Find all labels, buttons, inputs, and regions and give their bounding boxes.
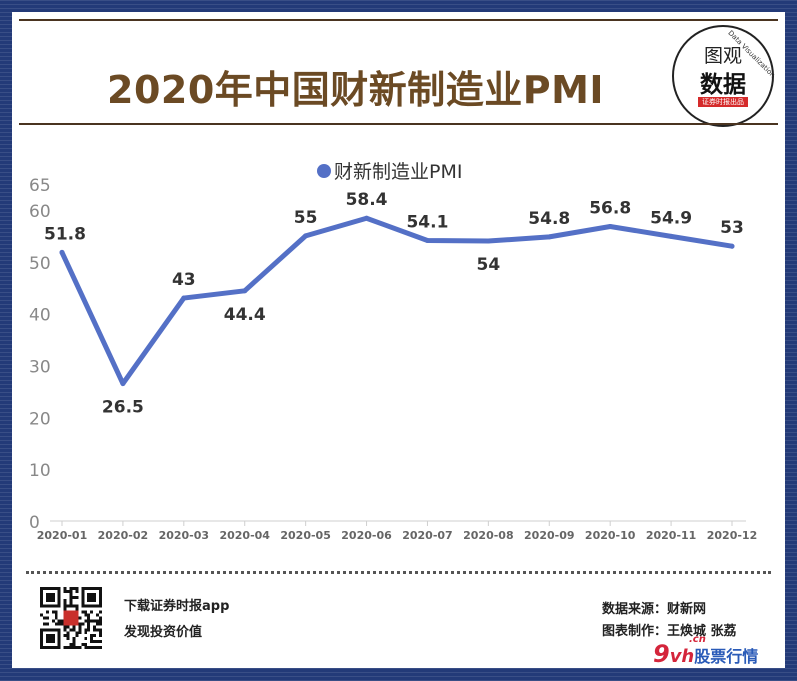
series-layer: 51.8 26.5 43 44.4 55 58.4 54.1 54 54.8 56.8 54.9 53: [44, 190, 744, 417]
logo-number: 9: [653, 640, 670, 668]
app-slogan-text: 发现投资价值: [124, 625, 203, 640]
chart-author: 图表制作：王焕城 张荔: [602, 624, 737, 639]
x-tick-label: 2020-09: [524, 529, 575, 542]
x-tick-label: 2020-10: [585, 529, 636, 542]
x-tick-label: 2020-07: [402, 529, 453, 542]
data-point: [364, 215, 370, 221]
y-tick-label: 50: [29, 254, 51, 274]
badge-line1: 图观: [703, 45, 742, 67]
data-point: [607, 224, 613, 230]
data-point: [546, 234, 552, 240]
data-label: 55: [294, 208, 318, 228]
y-tick-label: 10: [29, 461, 51, 481]
data-label: 51.8: [44, 224, 86, 244]
data-label: 53: [720, 218, 744, 238]
logo-text: 股票行情: [694, 647, 759, 666]
y-axis: 0 10 20 30 40 50 60 65: [29, 176, 51, 533]
data-label: 58.4: [346, 190, 388, 210]
chart-card: 2020年中国财新制造业PMI 图观 数据 证券时报出品 Data Visual…: [12, 12, 785, 668]
x-tick-label: 2020-12: [707, 529, 758, 542]
data-label: 26.5: [102, 398, 144, 418]
y-tick-label: 60: [29, 202, 51, 222]
data-point: [59, 249, 65, 255]
y-tick-label: 0: [29, 513, 40, 533]
y-tick-label: 65: [29, 176, 51, 196]
x-tick-label: 2020-01: [37, 529, 88, 542]
data-label: 54.1: [406, 213, 448, 233]
data-label: 54.9: [650, 208, 692, 228]
footer-divider: [26, 571, 771, 574]
badge-tag: 证券时报出品: [698, 97, 748, 107]
data-point: [242, 288, 248, 294]
y-tick-label: 30: [29, 357, 51, 377]
top-rule: [19, 19, 778, 21]
site-logo[interactable]: 9vh .cn 股票行情: [653, 634, 759, 668]
series-line: [59, 215, 735, 387]
data-point: [668, 233, 674, 239]
x-tick-label: 2020-05: [280, 529, 331, 542]
legend-marker: [317, 164, 331, 178]
x-axis: 2020-01 2020-02 2020-03 2020-04 2020-05 2020-…: [37, 520, 758, 542]
y-tick-label: 40: [29, 306, 51, 326]
data-label: 54: [477, 255, 501, 275]
data-label: 54.8: [528, 209, 570, 229]
legend-label: 财新制造业PMI: [334, 161, 462, 183]
data-label: 44.4: [224, 305, 266, 325]
x-tick-label: 2020-03: [159, 529, 210, 542]
data-label: 56.8: [589, 199, 631, 219]
y-tick-label: 20: [29, 409, 51, 429]
badge-line2: 数据: [700, 72, 746, 98]
x-tick-label: 2020-06: [341, 529, 392, 542]
data-point: [485, 238, 491, 244]
data-point: [120, 381, 126, 387]
data-point: [303, 233, 309, 239]
data-point: [424, 238, 430, 244]
data-label: 43: [172, 270, 196, 290]
data-point: [181, 295, 187, 301]
logo-domain: .cn: [689, 634, 706, 645]
x-tick-label: 2020-02: [98, 529, 149, 542]
logo-letters: vh: [669, 646, 695, 667]
chart-legend: 财新制造业PMI: [317, 161, 462, 183]
x-tick-label: 2020-08: [463, 529, 514, 542]
data-viz-badge: 图观 数据 证券时报出品 Data Visualization: [672, 25, 777, 127]
data-source: 数据来源：财新网: [602, 602, 707, 617]
app-download-text: 下载证券时报app: [124, 599, 230, 614]
x-tick-label: 2020-11: [646, 529, 697, 542]
page-title: 2020年中国财新制造业PMI: [107, 68, 605, 112]
x-tick-label: 2020-04: [219, 529, 270, 542]
data-point: [729, 243, 735, 249]
qr-code-icon: [40, 587, 102, 649]
title-rule: [19, 123, 778, 125]
